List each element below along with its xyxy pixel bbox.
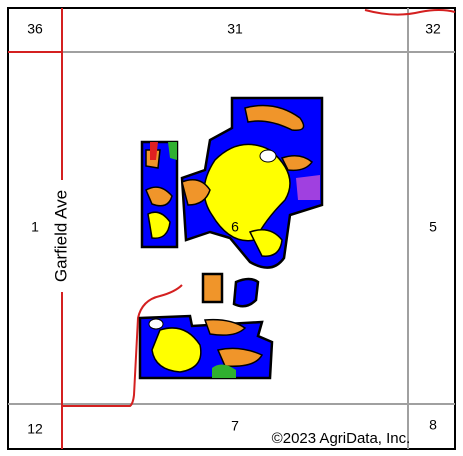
section-number: 5 [429, 219, 437, 235]
road-label-bg [52, 180, 72, 292]
section-number: 36 [27, 21, 43, 37]
section-number: 32 [425, 21, 441, 37]
section-number: 8 [429, 417, 437, 433]
section-number: 7 [231, 418, 239, 434]
section-number: 1 [31, 219, 39, 235]
section-number: 31 [227, 21, 243, 37]
soil-fields [138, 96, 324, 380]
section-number: 12 [27, 421, 43, 437]
section-lines [8, 8, 455, 449]
copyright: ©2023 AgriData, Inc. [272, 430, 411, 447]
section-number: 6 [231, 219, 239, 235]
road-label: Garfield Ave [51, 190, 70, 282]
